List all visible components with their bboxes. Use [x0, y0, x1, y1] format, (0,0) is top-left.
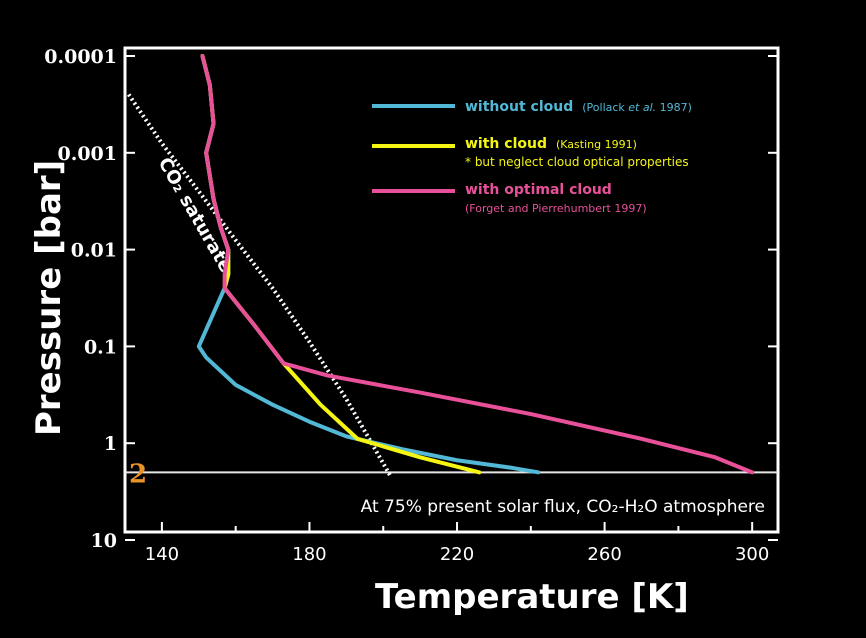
series-lines	[196, 54, 755, 475]
x-tick-label: 260	[587, 544, 621, 565]
x-tick-label: 300	[735, 544, 769, 565]
surface-pressure-label: 2	[129, 459, 147, 489]
y-tick-label: 1	[104, 433, 117, 455]
x-axis-title: Temperature [K]	[375, 577, 689, 617]
plot-frame	[123, 46, 780, 534]
series-line-with-optimal-cloud	[200, 54, 755, 475]
co2-saturation-curve	[127, 93, 393, 478]
chart-annotation: At 75% present solar flux, CO₂-H₂O atmos…	[361, 497, 765, 517]
y-tick-label: 0.001	[58, 143, 118, 165]
legend-label-optimal-cloud: with optimal cloud	[465, 182, 612, 198]
series-line-with-cloud	[200, 54, 482, 475]
x-tick-label: 180	[292, 544, 326, 565]
x-tick-labels: 140 180 220 260 300	[145, 544, 770, 565]
y-axis-title: Pressure [bar]	[29, 160, 69, 436]
legend-note-with-cloud: * but neglect cloud optical properties	[465, 155, 689, 169]
y-tick-label: 0.0001	[44, 46, 117, 68]
tick-marks	[125, 55, 778, 541]
y-tick-label: 10	[91, 530, 117, 552]
series-line-without-cloud	[196, 54, 541, 475]
legend-label-without-cloud: without cloud (Pollack et al. 1987)	[465, 98, 692, 115]
legend-label-with-cloud: with cloud (Kasting 1991)	[465, 135, 637, 152]
legend-source-optimal-cloud: (Forget and Pierrehumbert 1997)	[465, 202, 647, 215]
legend: without cloud (Pollack et al. 1987) with…	[372, 98, 692, 215]
x-tick-label: 140	[145, 544, 179, 565]
y-tick-labels: 0.0001 0.001 0.01 0.1 1 10	[44, 46, 117, 552]
co2-saturate-label: CO₂ saturate	[154, 154, 237, 276]
x-tick-label: 220	[440, 544, 474, 565]
y-tick-label: 0.01	[71, 240, 117, 262]
y-tick-label: 0.1	[84, 336, 117, 358]
